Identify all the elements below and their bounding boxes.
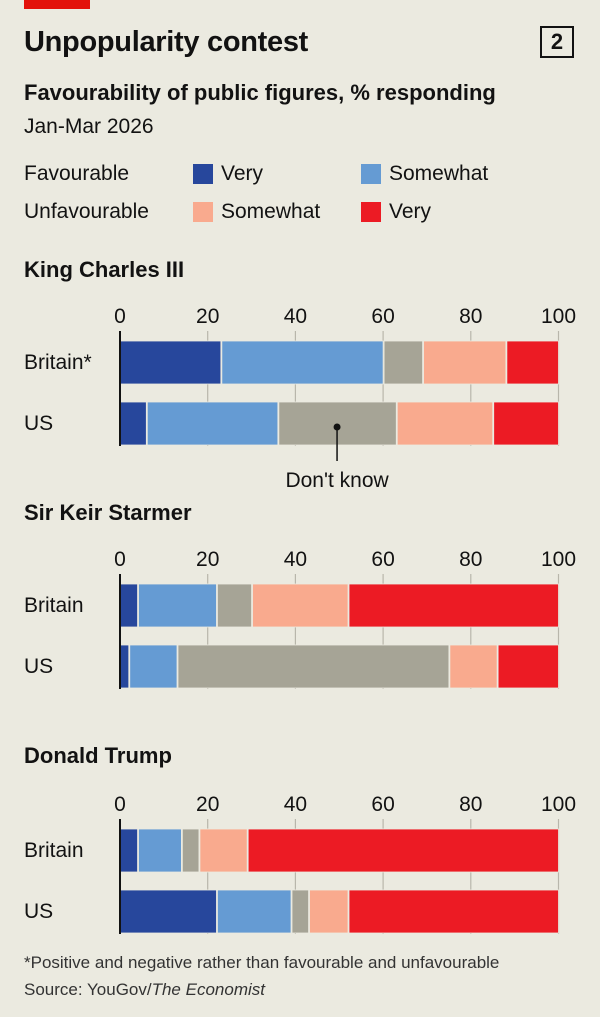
bar-segment-fav-very [119,401,147,446]
annotation-dont-know: Don't know [285,469,389,492]
tick-label: 40 [284,793,307,816]
legend-label-fav-very: Very [221,162,264,185]
tick-label: 100 [541,305,576,328]
bar-segment-dont-know [181,828,200,873]
bar-segment-unfav-somewhat [423,340,507,385]
bar-segment-unfav-somewhat [199,828,248,873]
footnote: *Positive and negative rather than favou… [24,953,500,972]
tick-label: 80 [459,305,482,328]
bar-segment-fav-very [119,644,130,689]
chart-number: 2 [540,26,574,58]
bar-segment-unfav-very [247,828,559,873]
tick-label: 40 [284,548,307,571]
chart-subtitle: Favourability of public figures, % respo… [24,80,496,105]
tick-label: 60 [371,305,394,328]
bar-segment-dont-know [177,644,450,689]
bar-segment-unfav-somewhat [252,583,349,628]
bar-segment-fav-very [119,828,138,873]
group-title-starmer: Sir Keir Starmer [24,500,192,525]
bar-segment-unfav-very [493,401,559,446]
tick-label: 0 [114,548,126,571]
tick-label: 40 [284,305,307,328]
row-label: US [24,412,53,435]
chart-period: Jan-Mar 2026 [24,115,154,138]
bar-segment-dont-know [383,340,423,385]
bar-segment-fav-somewhat [221,340,384,385]
group-title-king-charles: King Charles III [24,257,185,282]
tick-label: 60 [371,548,394,571]
legend-favourable-label: Favourable [24,162,130,185]
source: Source: YouGov/The Economist [24,980,265,1000]
group-title-trump: Donald Trump [24,743,172,768]
legend-swatch-unfav-very [361,202,381,222]
bar-segment-unfav-very [497,644,559,689]
bar-segment-dont-know [217,583,252,628]
bar-segment-unfav-very [348,583,559,628]
row-label: US [24,655,53,678]
legend-label-fav-somewhat: Somewhat [389,162,489,185]
tick-label: 20 [196,548,219,571]
tick-label: 80 [459,548,482,571]
bar-segment-fav-very [119,583,138,628]
legend-label-unfav-somewhat: Somewhat [221,200,321,223]
legend-label-unfav-very: Very [389,200,432,223]
legend-unfavourable-label: Unfavourable [24,200,149,223]
legend-swatch-fav-somewhat [361,164,381,184]
bar-segment-dont-know [291,889,309,934]
bar-segment-fav-somewhat [217,889,292,934]
tick-label: 100 [541,793,576,816]
tick-label: 80 [459,793,482,816]
bar-segment-fav-very [119,340,222,385]
tick-label: 60 [371,793,394,816]
legend-swatch-fav-very [193,164,213,184]
row-label: Britain [24,839,84,862]
bar-segment-fav-somewhat [146,401,279,446]
bar-segment-unfav-somewhat [396,401,494,446]
bar-segment-unfav-very [348,889,559,934]
source-publication: The Economist [151,980,265,999]
bar-segment-unfav-somewhat [309,889,349,934]
row-label: Britain [24,594,84,617]
bar-segment-fav-somewhat [138,583,217,628]
tick-label: 0 [114,793,126,816]
legend-swatch-unfav-somewhat [193,202,213,222]
bar-segment-fav-somewhat [129,644,178,689]
brand-tag [24,0,90,9]
bar-segment-unfav-very [506,340,559,385]
row-label: Britain* [24,351,92,374]
bar-segment-fav-somewhat [138,828,182,873]
tick-label: 20 [196,793,219,816]
source-prefix: Source: YouGov/ [24,980,152,999]
tick-label: 100 [541,548,576,571]
tick-label: 0 [114,305,126,328]
tick-label: 20 [196,305,219,328]
bar-segment-unfav-somewhat [449,644,498,689]
row-label: US [24,900,53,923]
bar-segment-fav-very [119,889,217,934]
chart-title: Unpopularity contest [24,26,309,58]
